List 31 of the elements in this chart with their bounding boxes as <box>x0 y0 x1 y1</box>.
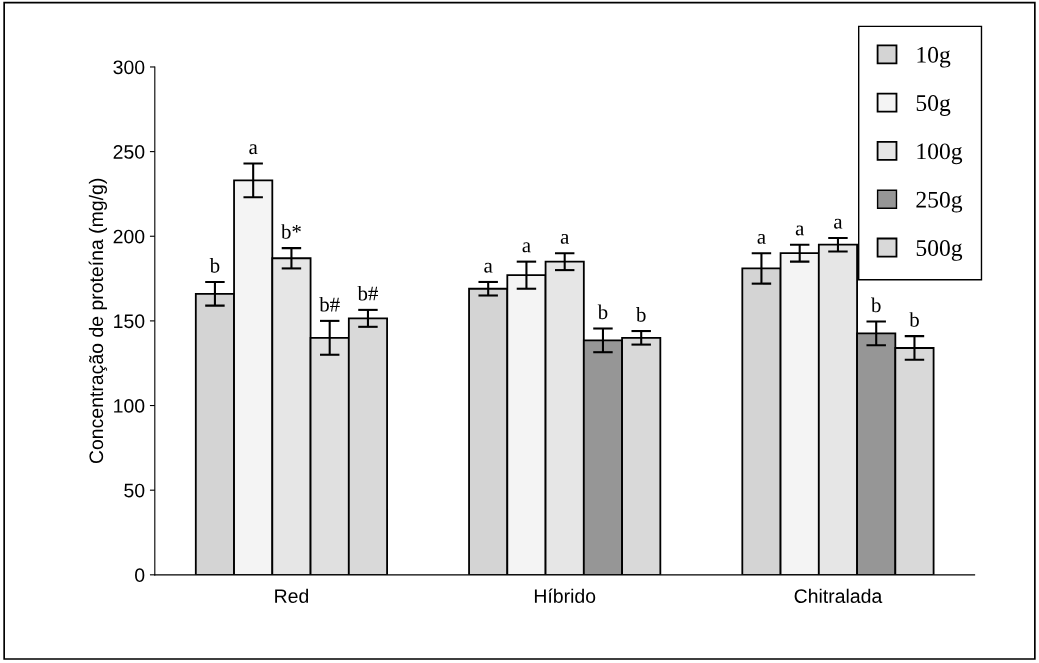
y-tick-label: 250 <box>113 145 145 159</box>
legend-label: 50g <box>916 95 951 116</box>
y-tick-label: 200 <box>113 229 145 244</box>
data-label: b <box>871 297 881 313</box>
data-label: b <box>209 257 220 273</box>
x-tick-label: Híbrido <box>534 588 596 603</box>
x-tick-label: Red <box>275 588 309 603</box>
y-axis-title: Concentração de proteína (mg/g) <box>88 178 108 464</box>
y-tick-label: 100 <box>114 399 145 413</box>
y-tick-label: 300 <box>113 60 145 75</box>
data-label: a <box>484 262 493 273</box>
data-label: a <box>834 218 843 229</box>
data-label: b <box>636 307 646 322</box>
data-label: a <box>795 225 805 236</box>
data-label: b <box>909 312 919 327</box>
data-label: b* <box>281 224 301 239</box>
x-tick-label: Chitralada <box>794 588 883 603</box>
data-label: a <box>249 144 258 155</box>
data-label: a <box>757 233 766 244</box>
legend-label: 250g <box>916 191 963 213</box>
legend-label: 100g <box>917 143 963 165</box>
y-tick-label: 0 <box>135 568 145 583</box>
data-label: b <box>597 304 608 320</box>
y-tick-label: 50 <box>124 483 145 498</box>
data-label: b# <box>319 296 340 312</box>
data-label: a <box>522 242 531 253</box>
y-tick-label: 150 <box>114 314 145 329</box>
data-label: b# <box>357 285 378 301</box>
legend-label: 500g <box>916 240 963 261</box>
data-label: a <box>560 233 570 244</box>
legend-label: 10g <box>917 46 951 68</box>
